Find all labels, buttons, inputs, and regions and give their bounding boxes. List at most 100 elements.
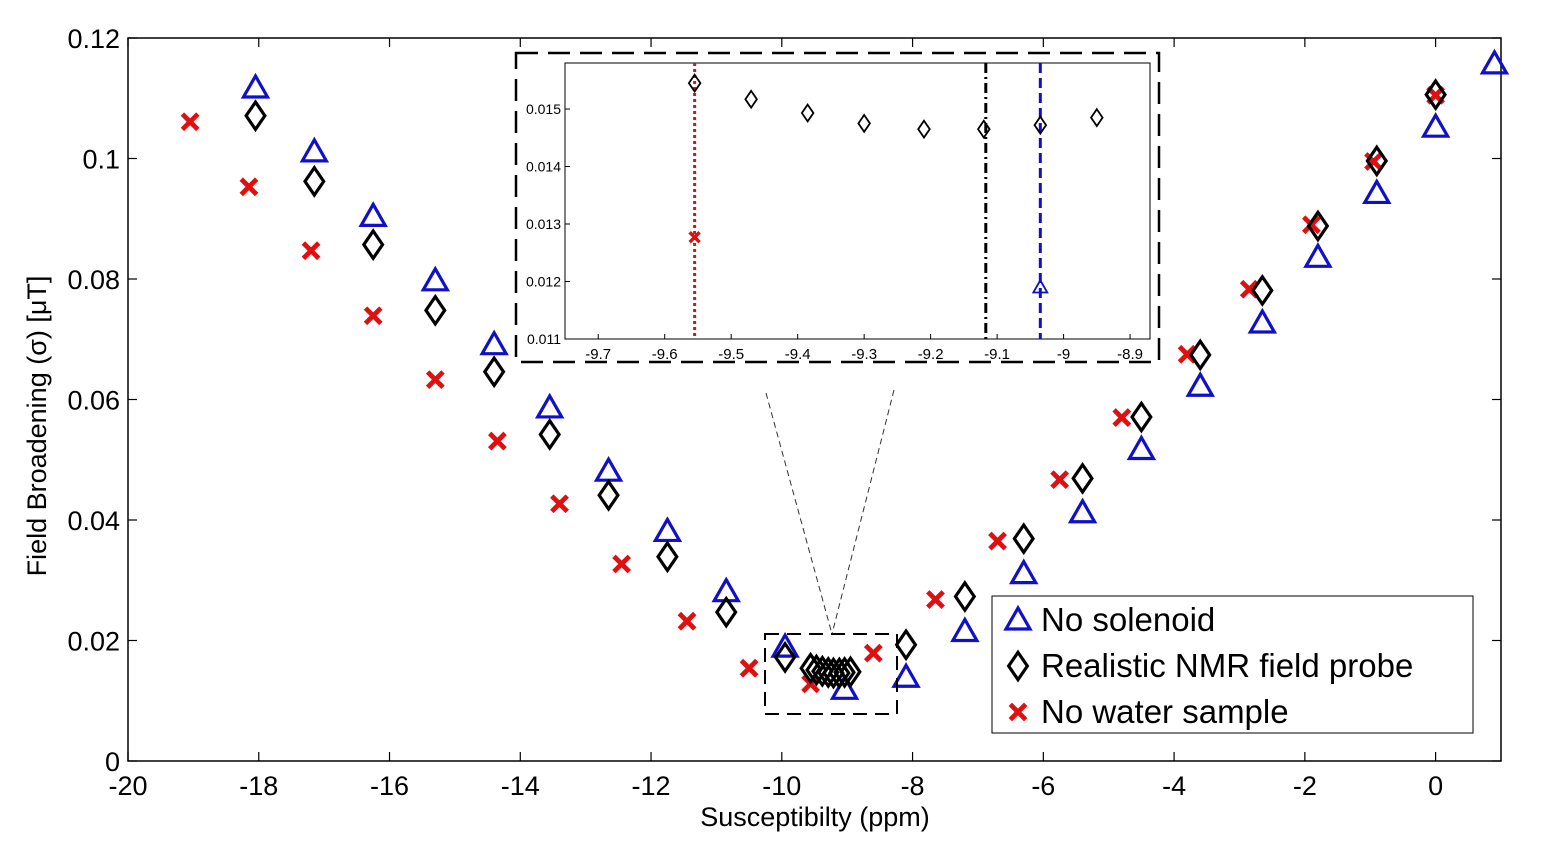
data-point-triangle <box>358 201 388 227</box>
data-point-diamond <box>1306 209 1330 243</box>
inset-axis-ticks: -9.7 -9.6 -9.5 -9.4 -9.3 -9.2 -9.1 -9 -8.9 0.011 0… <box>526 101 1143 363</box>
x-tick-label: -14 <box>501 771 540 801</box>
inset-x-tick-label: -9 <box>1057 346 1070 363</box>
y-tick-label: 0.1 <box>82 145 120 175</box>
inset-border <box>514 51 1161 364</box>
data-point-x <box>988 531 1007 551</box>
inset-y-tick-label: 0.015 <box>526 101 561 117</box>
data-point-x <box>863 643 883 663</box>
data-point-triangle <box>1303 242 1333 268</box>
inset-data-marks <box>687 63 1104 339</box>
data-point-x <box>1050 470 1070 490</box>
zoom-region-box <box>764 633 898 715</box>
data-point-diamond <box>597 478 620 512</box>
legend-entry-label: Realistic NMR field probe <box>1041 647 1413 684</box>
inset-data-point-diamond <box>800 103 815 124</box>
legend-entry-label: No solenoid <box>1041 601 1215 638</box>
inset-plot-frame <box>564 62 1151 340</box>
inset-y-tick-label: 0.012 <box>526 274 561 290</box>
data-point-x <box>1301 215 1321 235</box>
legend-marker-triangle <box>1003 604 1033 631</box>
data-point-diamond <box>1071 461 1094 495</box>
legend-marker-diamond <box>1006 649 1030 683</box>
data-point-diamond <box>244 99 267 133</box>
inset-data-point-x <box>688 231 701 244</box>
data-point-diamond <box>833 655 856 689</box>
inset-x-tick-label: -9.6 <box>652 346 678 363</box>
inset-data-point-diamond <box>687 73 702 94</box>
data-point-diamond <box>1188 338 1212 372</box>
data-point-diamond <box>773 640 797 674</box>
data-point-x <box>239 177 259 197</box>
data-point-triangle <box>1067 497 1098 524</box>
data-point-triangle <box>770 631 800 658</box>
inset-x-tick-label: -9.5 <box>718 346 744 363</box>
data-point-diamond <box>656 540 679 574</box>
data-point-diamond <box>1424 78 1447 112</box>
y-tick-label: 0.06 <box>67 386 120 416</box>
data-point-triangle <box>299 136 330 163</box>
data-point-x <box>301 241 321 261</box>
inset-y-tick-label: 0.013 <box>526 216 561 232</box>
x-tick-label: -10 <box>762 771 801 801</box>
data-point-diamond <box>482 355 506 389</box>
x-tick-label: -8 <box>901 771 925 801</box>
data-point-triangle <box>1008 558 1039 585</box>
x-tick-label: -18 <box>239 771 278 801</box>
x-tick-label: 0 <box>1428 771 1443 801</box>
data-point-diamond <box>361 228 385 262</box>
y-tick-label: 0.02 <box>67 627 120 657</box>
zoom-connector-right <box>831 389 895 635</box>
data-point-x <box>1364 152 1383 171</box>
x-tick-label: -12 <box>632 771 671 801</box>
data-point-x <box>677 611 697 631</box>
data-point-x <box>363 306 383 326</box>
data-point-triangle <box>479 329 509 356</box>
data-point-triangle <box>1420 111 1451 138</box>
y-axis-label: Field Broadening (σ) [μT] <box>22 276 52 577</box>
data-point-diamond <box>538 417 562 451</box>
data-point-x <box>487 431 507 451</box>
data-point-triangle <box>1185 371 1216 397</box>
inset-data-point-diamond <box>976 119 991 140</box>
data-point-triangle <box>1479 48 1510 75</box>
inset-x-tick-label: -9.4 <box>785 346 811 363</box>
inset-data-point-diamond <box>1089 107 1104 128</box>
data-point-triangle <box>1362 178 1392 205</box>
main-axis-ticks: -20 -18 -16 -14 -12 -10 -8 -6 -4 -2 000.020.040.06… <box>67 24 1501 801</box>
inset-data-point-diamond <box>857 113 871 134</box>
x-tick-label: -2 <box>1293 771 1317 801</box>
data-point-triangle <box>534 392 565 419</box>
inset-x-tick-label: -9.3 <box>851 346 877 363</box>
data-point-triangle <box>891 662 921 688</box>
inset-data-point-diamond <box>917 119 931 140</box>
x-tick-label: -16 <box>370 771 409 801</box>
x-axis-label: Susceptibilty (ppm) <box>700 802 930 832</box>
y-tick-label: 0.12 <box>67 24 120 54</box>
data-point-x <box>612 554 632 574</box>
x-tick-label: -6 <box>1031 771 1055 801</box>
data-point-diamond <box>303 164 326 198</box>
data-point-x <box>1112 408 1132 427</box>
x-tick-label: -20 <box>108 771 147 801</box>
y-tick-label: 0.08 <box>67 265 120 295</box>
legend: No solenoid Realistic NMR field probe No w… <box>991 595 1474 734</box>
data-point-x <box>739 658 759 678</box>
data-point-diamond <box>839 655 862 689</box>
data-point-triangle <box>1247 307 1278 334</box>
data-point-triangle <box>420 265 451 292</box>
legend-marker-x <box>1008 702 1028 722</box>
data-point-diamond <box>1012 522 1036 556</box>
data-point-diamond <box>953 580 977 613</box>
inset-x-tick-label: -9.7 <box>585 346 611 363</box>
data-point-diamond <box>423 293 447 327</box>
data-point-x <box>425 370 445 390</box>
y-tick-label: 0.04 <box>67 506 120 536</box>
data-point-triangle <box>1126 434 1157 461</box>
x-tick-label: -4 <box>1162 771 1186 801</box>
inset-y-tick-label: 0.014 <box>526 159 561 175</box>
data-point-diamond <box>894 628 918 662</box>
data-point-x <box>550 494 569 514</box>
inset-data-point-triangle <box>1031 278 1049 294</box>
